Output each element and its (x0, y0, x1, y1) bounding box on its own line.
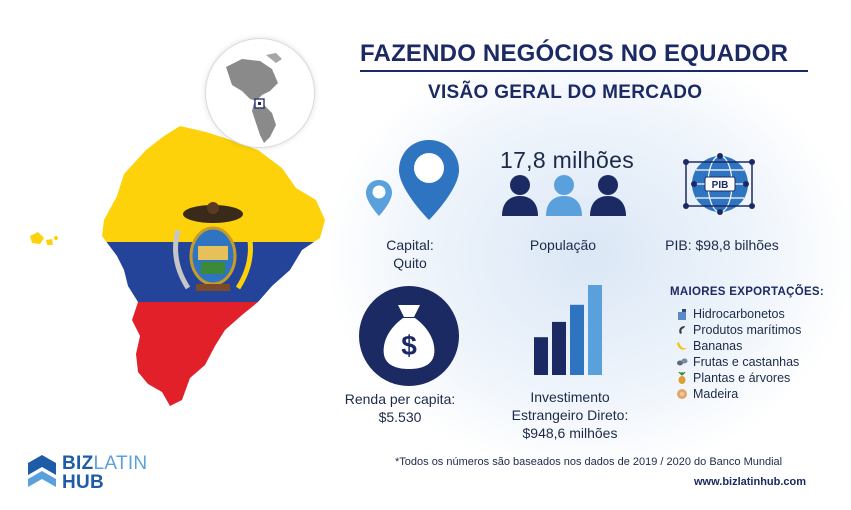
logo-biz: BIZ (62, 453, 94, 474)
growth-bar (534, 337, 548, 375)
population-label: População (529, 237, 597, 253)
export-label: Hidrocarbonetos (693, 307, 785, 321)
exports-title: MAIORES EXPORTAÇÕES: (670, 286, 825, 298)
gdp-label: PIB: $98,8 bilhões (665, 237, 779, 253)
exports-list: Hidrocarbonetos Produtos marítimos Banan… (676, 306, 801, 402)
brand-logo: BIZLATIN HUB (26, 453, 147, 493)
capital-title: Capital: (386, 237, 434, 253)
capital-label: Capital: Quito (370, 236, 450, 272)
page-title: FAZENDO NEGÓCIOS NO EQUADOR (360, 40, 789, 67)
globe-inset (205, 38, 315, 148)
plant-icon (678, 372, 686, 384)
coat-of-arms-icon (173, 202, 253, 291)
list-item: Hidrocarbonetos (676, 306, 801, 322)
shrimp-icon (679, 326, 685, 334)
bar-growth-icon (534, 285, 602, 375)
ecuador-flag-map (30, 126, 325, 406)
list-item: Bananas (676, 338, 801, 354)
page-subtitle: VISÃO GERAL DO MERCADO (428, 82, 703, 103)
title-divider (360, 70, 808, 72)
export-label: Bananas (693, 339, 743, 353)
logo-latin: LATIN (93, 453, 148, 474)
wood-icon (677, 389, 687, 399)
money-bag-icon: $ (359, 286, 459, 386)
growth-bar (552, 321, 566, 375)
income-title: Renda per capita: (344, 391, 456, 407)
growth-bar (588, 285, 602, 375)
fdi-title-2: Estrangeiro Direto: (511, 407, 629, 423)
population-value: 17,8 milhões (500, 147, 635, 173)
map-pin-icon (366, 140, 459, 220)
income-value: $5.530 (378, 409, 422, 425)
logo-text-line1: BIZLATIN (62, 454, 147, 473)
banana-icon (677, 342, 687, 350)
growth-bar (570, 304, 584, 375)
export-label: Produtos marítimos (693, 323, 802, 337)
globe-network-icon: PIB (683, 153, 755, 215)
footnote: *Todos os números são baseados nos dados… (395, 456, 783, 468)
logo-hub: HUB (62, 472, 105, 493)
fdi-label: Investimento Estrangeiro Direto: $948,6 … (500, 388, 640, 442)
website-link[interactable]: www.bizlatinhub.com (694, 476, 807, 488)
list-item: Frutas e castanhas (676, 354, 801, 370)
globe-map-icon (226, 53, 282, 143)
export-label: Frutas e castanhas (693, 355, 800, 369)
logo-mark-icon (28, 455, 56, 487)
export-label: Madeira (693, 387, 739, 401)
fdi-title-1: Investimento (530, 389, 610, 405)
nuts-icon (677, 358, 688, 366)
income-label: Renda per capita: $5.530 (335, 390, 465, 426)
capital-value: Quito (393, 255, 427, 271)
fdi-value: $948,6 milhões (522, 425, 618, 441)
galapagos-islands (30, 232, 58, 245)
svg-text:$: $ (401, 330, 417, 361)
list-item: Madeira (676, 386, 801, 402)
list-item: Plantas e árvores (676, 370, 801, 386)
background-glow (330, 40, 850, 470)
oil-icon (678, 309, 686, 320)
pib-badge: PIB (712, 180, 729, 191)
people-icon (502, 175, 626, 216)
list-item: Produtos marítimos (676, 322, 801, 338)
export-label: Plantas e árvores (693, 371, 791, 385)
